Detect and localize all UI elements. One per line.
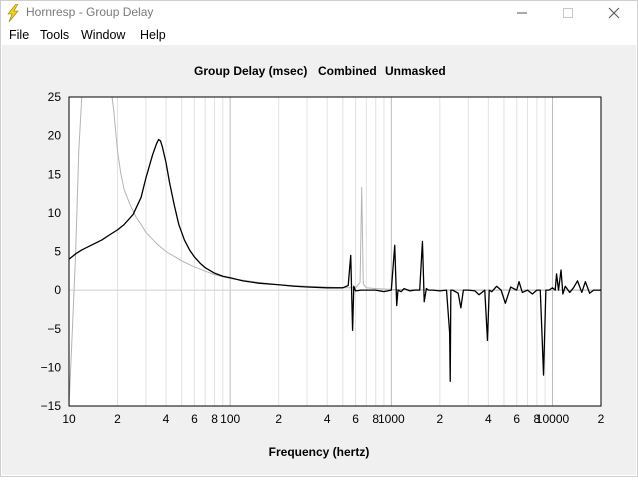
x-tick-label: 8 [372,412,379,426]
close-icon [608,7,620,19]
x-tick-label: 4 [163,412,170,426]
menu-window[interactable]: Window [81,28,126,42]
menu-bar: File Tools Window Help [1,25,637,45]
chart-title: Group Delay (msec) [194,64,307,78]
minimize-icon [517,12,527,14]
x-tick-label: 8 [534,412,541,426]
y-tick-label: −10 [41,360,62,374]
y-tick-label: −15 [41,399,62,413]
y-tick-label: 15 [48,167,62,181]
x-tick-label: 6 [513,412,520,426]
y-tick-label: 25 [48,90,62,104]
chart-panel: Group Delay (msec) Combined Unmasked 25 2… [2,45,636,475]
maximize-icon [563,8,573,18]
title-bar[interactable]: Hornresp - Group Delay [1,1,637,25]
menu-help[interactable]: Help [140,28,166,42]
x-tick-label: 2 [114,412,121,426]
x-tick-label: 100 [220,412,240,426]
y-tick-label: 0 [54,283,61,297]
x-tick-label: 4 [485,412,492,426]
x-tick-label: 2 [598,412,605,426]
y-tick-label: 10 [48,206,62,220]
group-delay-chart: Group Delay (msec) Combined Unmasked 252… [41,64,605,459]
x-tick-label: 4 [324,412,331,426]
lightning-bolt-icon [7,4,19,22]
y-tick-label: 20 [48,129,62,143]
x-tick-label: 6 [191,412,198,426]
plot-area [69,97,601,406]
y-axis-labels: 25 20 15 10 5 0 −5 −10 −15 [41,90,62,413]
chart-mode: Combined [318,64,377,78]
x-tick-label: 2 [436,412,443,426]
chart-mask: Unmasked [385,64,446,78]
menu-file[interactable]: File [9,28,30,42]
y-tick-label: 5 [54,245,61,259]
x-tick-label: 10 [62,412,76,426]
x-tick-label: 1000 [378,412,405,426]
window-title: Hornresp - Group Delay [26,5,154,19]
x-tick-label: 6 [352,412,359,426]
close-button[interactable] [591,1,637,25]
x-axis-title: Frequency (hertz) [269,445,370,459]
plot-border [68,96,602,407]
x-tick-label: 2 [275,412,282,426]
series-line-black [68,138,601,382]
menu-tools[interactable]: Tools [40,28,70,42]
maximize-button[interactable] [545,1,591,25]
minimize-button[interactable] [499,1,545,25]
x-tick-label: 10000 [536,412,570,426]
grid-lines [69,97,601,406]
y-tick-label: −5 [47,322,61,336]
x-tick-label: 8 [211,412,218,426]
